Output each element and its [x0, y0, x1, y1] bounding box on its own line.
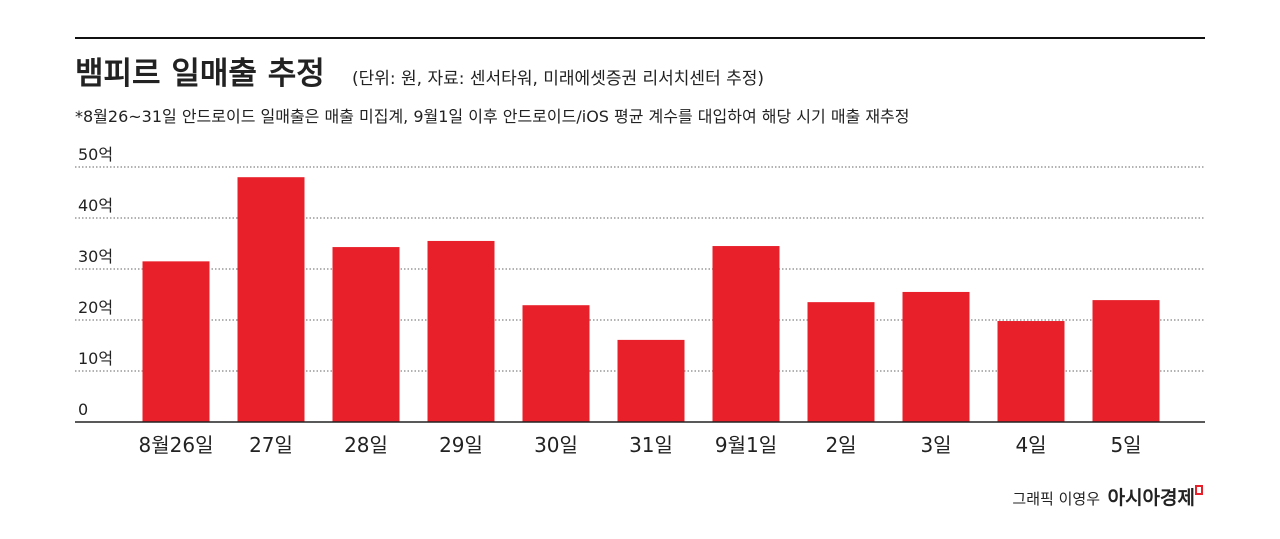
x-tick-label: 8월26일 — [139, 433, 214, 457]
bar — [522, 305, 590, 422]
bar — [1092, 300, 1160, 422]
x-tick-label: 5일 — [1110, 433, 1141, 457]
x-tick-label: 2일 — [825, 433, 856, 457]
bar — [142, 261, 210, 422]
y-tick-label: 50억 — [78, 145, 113, 164]
bar — [427, 240, 495, 422]
x-tick-label: 3일 — [920, 433, 951, 457]
logo-mark — [1195, 485, 1203, 495]
bar — [807, 302, 875, 422]
credit: 그래픽 이영우 — [1012, 490, 1100, 508]
x-tick-label: 31일 — [629, 433, 673, 457]
x-tick-label: 30일 — [534, 433, 578, 457]
x-tick-label: 9월1일 — [715, 433, 777, 457]
chart-title: 뱀피르 일매출 추정 — [75, 56, 325, 92]
x-tick-label: 29일 — [439, 433, 483, 457]
bar — [997, 321, 1065, 422]
bar — [902, 291, 970, 422]
chart-note: *8월26~31일 안드로이드 일매출은 매출 미집계, 9월1일 이후 안드로… — [75, 107, 910, 126]
y-tick-label: 0 — [78, 400, 88, 419]
x-tick-label: 27일 — [249, 433, 293, 457]
y-tick-label: 10억 — [78, 349, 113, 368]
bar — [712, 246, 780, 422]
y-tick-label: 20억 — [78, 298, 113, 317]
x-tick-label: 4일 — [1015, 433, 1046, 457]
y-tick-label: 40억 — [78, 196, 113, 215]
bar — [237, 177, 305, 422]
logo: 아시아경제 — [1108, 487, 1195, 509]
chart-subtitle: (단위: 원, 자료: 센서타워, 미래에셋증권 리서치센터 추정) — [352, 69, 764, 89]
bar — [332, 247, 400, 422]
bar — [617, 339, 685, 422]
x-tick-label: 28일 — [344, 433, 388, 457]
y-tick-label: 30억 — [78, 247, 113, 266]
